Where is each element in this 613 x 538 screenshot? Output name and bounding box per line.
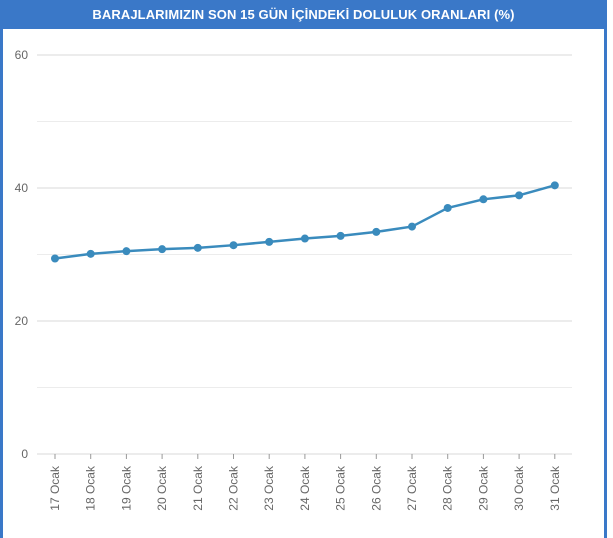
x-tick-label: 21 Ocak <box>191 465 205 511</box>
data-point <box>479 195 488 204</box>
data-point <box>193 243 202 252</box>
x-tick-label: 18 Ocak <box>84 465 98 511</box>
x-tick-label: 27 Ocak <box>405 465 419 511</box>
x-tick-label: 28 Ocak <box>441 465 455 511</box>
data-point <box>300 234 309 243</box>
data-point <box>372 227 381 236</box>
data-point <box>336 231 345 240</box>
data-point <box>515 191 524 200</box>
x-tick-label: 19 Ocak <box>119 465 133 511</box>
y-tick-label: 0 <box>21 447 28 461</box>
x-tick-label: 25 Ocak <box>334 465 348 511</box>
data-point <box>122 247 131 256</box>
y-tick-label: 40 <box>15 181 29 195</box>
x-tick-label: 17 Ocak <box>48 465 62 511</box>
data-point <box>550 181 559 190</box>
x-tick-label: 23 Ocak <box>262 465 276 511</box>
chart-title: BARAJLARIMIZIN SON 15 GÜN İÇİNDEKİ DOLUL… <box>92 7 515 22</box>
data-point <box>443 203 452 212</box>
y-tick-label: 60 <box>15 48 29 62</box>
data-point <box>408 222 416 231</box>
data-point <box>229 241 238 250</box>
data-point <box>86 249 95 258</box>
data-point <box>51 254 59 263</box>
x-tick-label: 20 Ocak <box>155 465 169 511</box>
data-point <box>158 245 167 254</box>
x-tick-label: 22 Ocak <box>227 465 241 511</box>
y-tick-label: 20 <box>15 314 29 328</box>
x-tick-label: 26 Ocak <box>369 465 383 511</box>
x-tick-label: 30 Ocak <box>512 465 526 511</box>
data-point <box>265 237 274 246</box>
chart-title-bar: BARAJLARIMIZIN SON 15 GÜN İÇİNDEKİ DOLUL… <box>3 0 604 29</box>
x-tick-label: 24 Ocak <box>298 465 312 511</box>
x-tick-label: 29 Ocak <box>476 465 490 511</box>
x-tick-label: 31 Ocak <box>548 465 562 511</box>
series-line <box>54 184 556 260</box>
